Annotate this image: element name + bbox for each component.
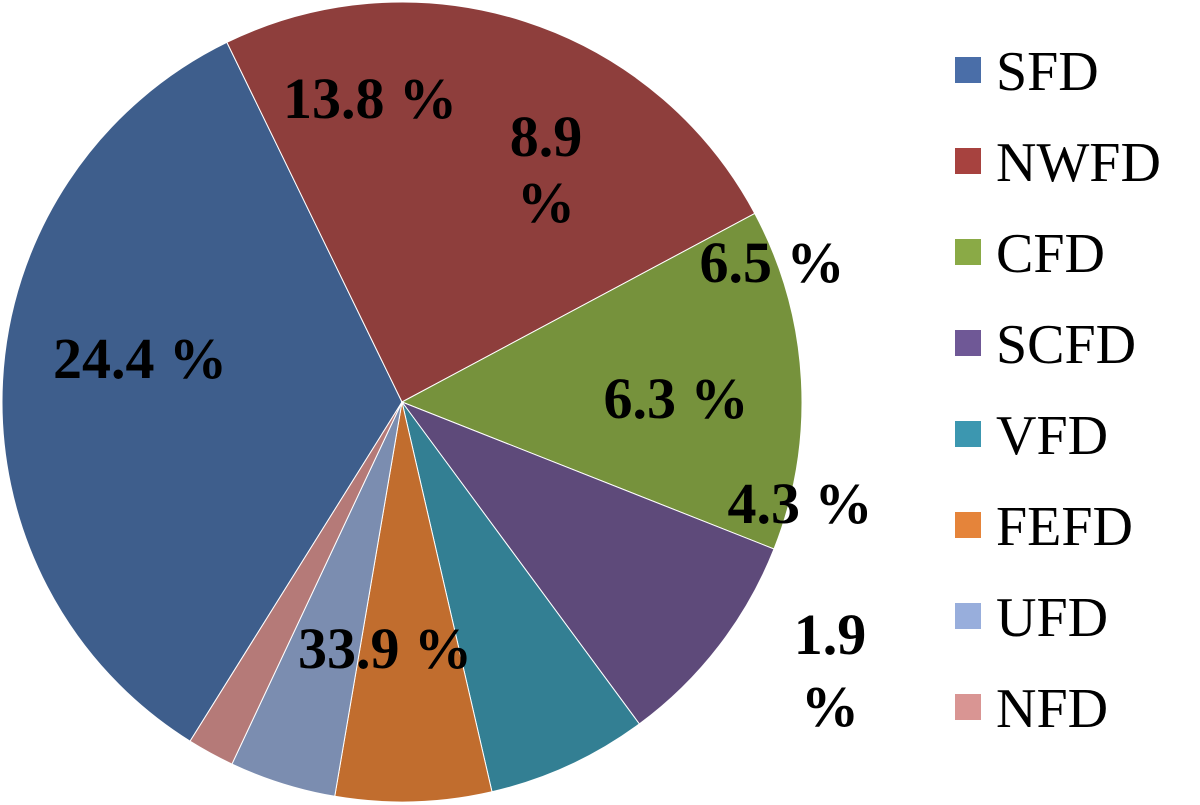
pie-slice-vfd xyxy=(401,401,641,793)
legend-label-nfd: NFD xyxy=(996,678,1108,740)
legend-label-fefd: FEFD xyxy=(996,496,1133,558)
pie-slices xyxy=(1,1,803,803)
legend-swatch-fefd xyxy=(955,512,981,538)
legend-swatch-cfd xyxy=(955,239,981,265)
legend-label-scfd: SCFD xyxy=(996,314,1136,376)
legend-swatch-vfd xyxy=(955,421,981,447)
legend-swatch-sfd xyxy=(955,57,981,83)
pie-data-labels: 33.9 % 24.4 % 13.8 % 8.9 % 6.5 % 6.3 % 4.3 % 1.9… xyxy=(53,66,873,739)
pie-slice-cfd xyxy=(400,212,803,550)
legend-item-cfd: CFD xyxy=(955,223,1105,285)
legend-swatch-scfd xyxy=(955,330,981,356)
legend-item-scfd: SCFD xyxy=(955,314,1136,376)
legend-swatch-nfd xyxy=(955,694,981,720)
legend-label-nwfd: NWFD xyxy=(996,132,1161,194)
legend-swatch-nwfd xyxy=(955,148,981,174)
pie-slice-sfd xyxy=(1,41,403,742)
legend-label-vfd: VFD xyxy=(996,405,1108,467)
legend-item-fefd: FEFD xyxy=(955,496,1133,558)
legend-item-ufd: UFD xyxy=(955,587,1108,649)
legend-item-nwfd: NWFD xyxy=(955,132,1161,194)
pie-slice-nwfd xyxy=(226,1,756,403)
legend-label-cfd: CFD xyxy=(996,223,1105,285)
data-label-vfd: 6.5 % xyxy=(700,230,845,295)
data-label-sfd: 33.9 % xyxy=(298,616,472,681)
legend-label-sfd: SFD xyxy=(996,41,1099,103)
data-label-nfd: 1.9% xyxy=(794,602,867,739)
data-label-ufd: 4.3 % xyxy=(728,471,873,536)
pie-slice-nfd xyxy=(189,401,403,765)
data-label-fefd: 6.3 % xyxy=(604,366,749,431)
legend: SFD NWFD CFD SCFD VFD FEFD UFD NFD xyxy=(955,41,1161,740)
legend-label-ufd: UFD xyxy=(996,587,1108,649)
data-label-cfd: 13.8 % xyxy=(283,66,457,131)
data-label-scfd: 8.9% xyxy=(510,104,583,235)
legend-item-sfd: SFD xyxy=(955,41,1099,103)
legend-item-vfd: VFD xyxy=(955,405,1108,467)
pie-slice-scfd xyxy=(400,400,775,725)
legend-item-nfd: NFD xyxy=(955,678,1108,740)
legend-swatch-ufd xyxy=(955,603,981,629)
data-label-nwfd: 24.4 % xyxy=(53,326,227,391)
pie-slice-fefd xyxy=(334,401,493,803)
